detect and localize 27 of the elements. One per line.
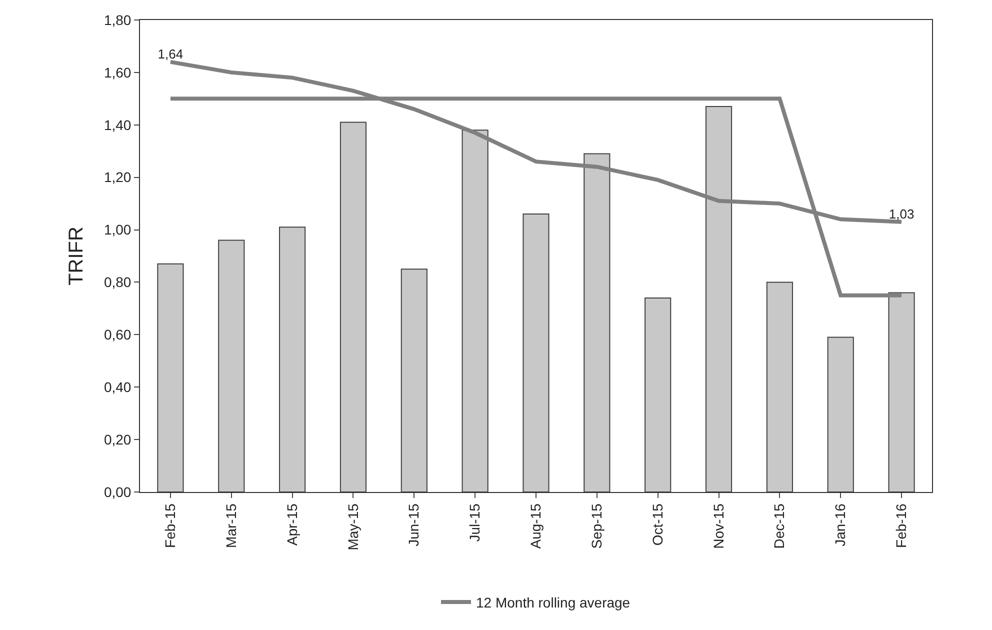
- x-tick-label: Apr-15: [284, 503, 300, 546]
- x-tick-label: Feb-16: [893, 503, 910, 548]
- x-tick-label: Jul-15: [466, 503, 483, 542]
- y-tick-label: 0,80: [104, 274, 132, 290]
- y-axis-title: TRIFR: [65, 226, 88, 286]
- x-tick-label: Jun-15: [406, 503, 422, 546]
- x-tick-label: Feb-15: [162, 503, 178, 548]
- y-tick-label: 1,80: [104, 12, 132, 28]
- x-tick-label: Sep-15: [588, 503, 604, 549]
- x-tick-label: May-15: [344, 503, 361, 550]
- x-tick-label: Mar-15: [222, 503, 239, 548]
- x-tick-label: Aug-15: [528, 503, 544, 549]
- legend-label: 12 Month rolling average: [476, 594, 630, 610]
- data-label: 1,64: [158, 46, 184, 62]
- x-tick-label: Jan-16: [832, 503, 848, 546]
- y-tick-label: 0,00: [104, 484, 132, 500]
- data-label: 1,03: [888, 206, 914, 222]
- y-tick-label: 0,40: [104, 379, 132, 396]
- x-tick-label: Nov-15: [710, 503, 726, 549]
- y-tick-label: 1,40: [104, 116, 132, 133]
- y-tick-label: 1,00: [104, 222, 132, 238]
- y-tick-label: 1,60: [104, 64, 132, 80]
- x-tick-label: Oct-15: [649, 503, 666, 546]
- y-tick-label: 1,20: [104, 169, 132, 186]
- y-tick-label: 0,20: [104, 431, 132, 448]
- y-tick-label: 0,60: [104, 326, 132, 343]
- x-tick-label: Dec-15: [771, 503, 788, 549]
